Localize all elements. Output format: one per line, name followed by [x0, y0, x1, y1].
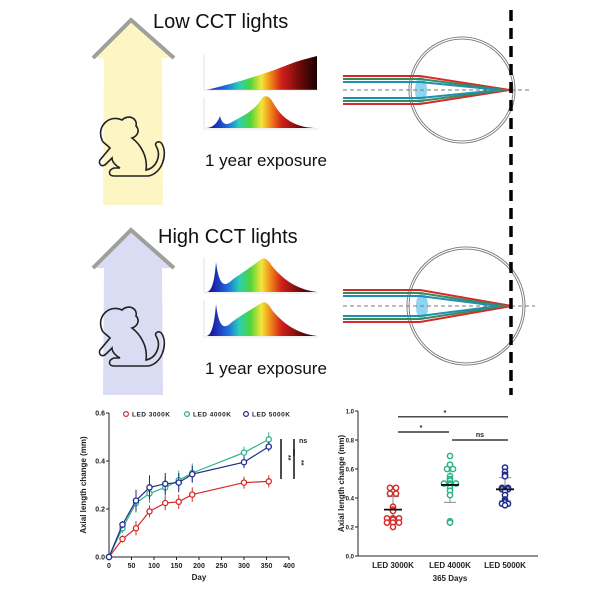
data-point [395, 519, 403, 527]
data-point [446, 491, 454, 499]
data-point [265, 478, 272, 485]
legend-label: LED 5000K [252, 412, 290, 419]
low-cct-caption: 1 year exposure [205, 151, 327, 170]
x-tick-label: 300 [238, 563, 250, 570]
data-point [392, 484, 400, 492]
spectrum-low-broad [203, 55, 318, 91]
y-tick-label: 0.0 [346, 555, 355, 561]
significance-label: * [420, 425, 423, 432]
x-axis-label: 365 Days [433, 574, 468, 583]
scatter-chart: 0.0 0.2 0.4 0.6 0.8 1.0 LED 3000K LED 4000K LED … [337, 410, 538, 583]
legend-label: LED 4000K [193, 412, 231, 419]
data-point [132, 497, 140, 504]
data-point [161, 480, 169, 488]
eye-diagram-low [343, 36, 530, 144]
high-cct-caption: 1 year exposure [205, 359, 327, 378]
data-point [265, 443, 272, 450]
x-tick-label: 0 [107, 563, 111, 570]
lamp-icon [91, 17, 176, 60]
data-point [389, 523, 397, 531]
spectrum-high-b [203, 300, 318, 338]
data-point [146, 484, 153, 491]
data-point [449, 465, 457, 473]
spectrum-high-a [203, 257, 318, 294]
low-cct-title: Low CCT lights [153, 11, 288, 33]
x-tick-label: 350 [261, 563, 273, 570]
data-point [175, 498, 182, 506]
y-tick-label: 0.2 [346, 526, 355, 532]
y-axis-label: Axial length change (mm) [337, 434, 346, 532]
series-line-led-3000k [108, 480, 269, 558]
data-point [119, 521, 126, 528]
eye-diagram-high [343, 246, 535, 366]
data-point [446, 452, 454, 460]
data-point [446, 519, 454, 527]
legend-marker [243, 411, 250, 418]
data-point [119, 535, 126, 543]
series-line-led-4000k [108, 438, 270, 558]
data-point [175, 479, 182, 486]
legend-marker [122, 411, 129, 418]
data-point [383, 519, 391, 527]
data-point [265, 436, 272, 443]
x-tick-label: 200 [193, 563, 205, 570]
legend-marker [184, 411, 191, 418]
lamp-icon [91, 227, 176, 270]
data-point [501, 472, 509, 480]
significance-label: ** [297, 460, 304, 466]
y-tick-label: 0.2 [95, 507, 105, 514]
x-tick-label: 400 [283, 563, 295, 570]
data-point [386, 484, 394, 492]
significance-label: * [444, 410, 447, 417]
data-point [240, 449, 248, 456]
high-cct-title: High CCT lights [158, 226, 298, 248]
x-category-label: LED 3000K [372, 561, 414, 570]
y-tick-label: 1.0 [346, 410, 355, 416]
x-tick-label: 150 [171, 563, 183, 570]
data-point [392, 490, 400, 497]
light-beam [93, 18, 174, 205]
y-axis-label: Axial length change (mm) [79, 436, 88, 534]
data-point [386, 490, 394, 497]
line-chart: 0 50 100 150 200 250 300 350 400 0.0 0.2 0.4 0.6 Day A… [79, 411, 307, 583]
data-point [501, 501, 509, 509]
data-point [146, 508, 153, 515]
data-point [240, 458, 248, 466]
y-tick-label: 0.6 [346, 468, 355, 474]
data-point [443, 465, 451, 473]
data-point [446, 461, 454, 468]
y-tick-label: 0.0 [95, 555, 105, 562]
significance-label: ** [284, 455, 291, 461]
x-axis-label: Day [192, 573, 207, 582]
data-point [105, 553, 113, 561]
y-tick-label: 0.4 [346, 497, 355, 503]
spectrum-low-led [203, 96, 318, 130]
data-point [188, 491, 196, 498]
y-tick-label: 0.6 [95, 411, 105, 418]
data-point [132, 524, 140, 532]
y-tick-label: 0.4 [95, 459, 105, 466]
data-point [188, 470, 196, 478]
x-tick-label: 100 [148, 563, 160, 570]
x-tick-label: 50 [128, 563, 136, 570]
legend-label: LED 3000K [132, 412, 170, 419]
data-point [240, 479, 248, 486]
significance-label: ns [299, 438, 307, 445]
data-point [161, 499, 169, 507]
x-category-label: LED 5000K [484, 561, 526, 570]
low-cct-panel: Low CCT lights 1 year exposure [91, 11, 327, 205]
y-tick-label: 0.8 [346, 439, 355, 445]
x-tick-label: 250 [216, 563, 228, 570]
high-cct-panel: High CCT lights 1 year exposure [91, 226, 327, 395]
significance-label: ns [476, 432, 484, 439]
x-category-label: LED 4000K [429, 561, 471, 570]
